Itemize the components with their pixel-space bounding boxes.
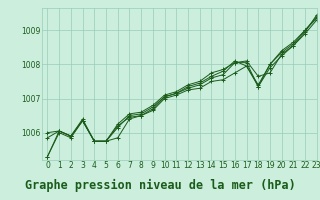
Text: Graphe pression niveau de la mer (hPa): Graphe pression niveau de la mer (hPa) xyxy=(25,179,295,192)
